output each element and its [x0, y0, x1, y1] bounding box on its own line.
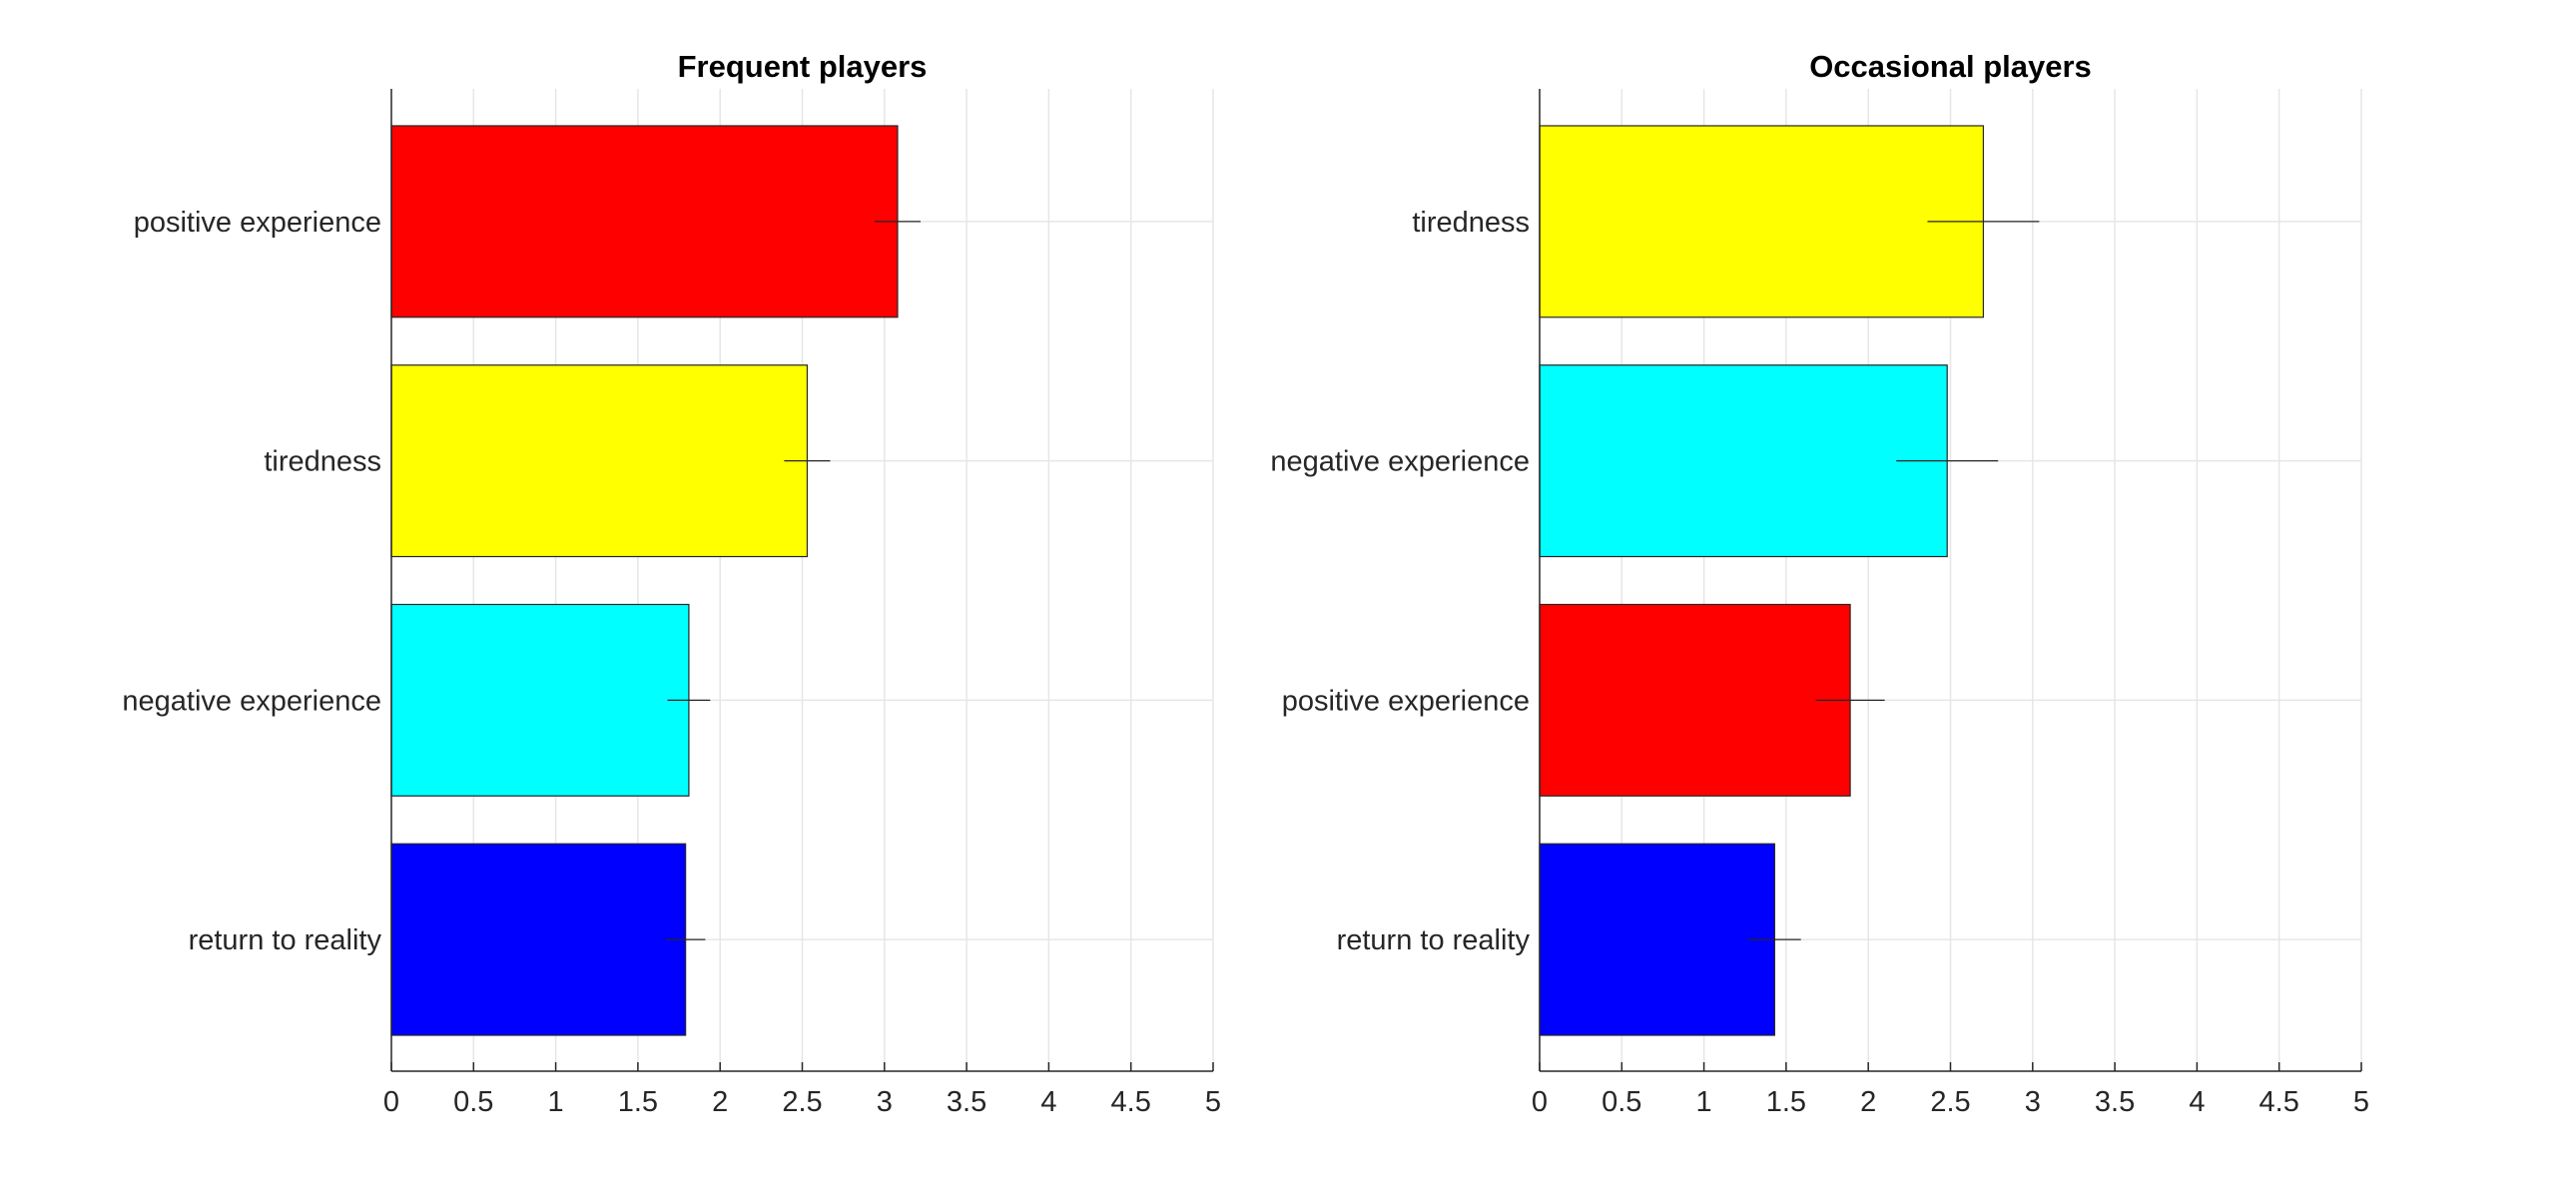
x-tick-label: 3.5 [2095, 1086, 2135, 1118]
x-tick-label: 2.5 [1930, 1086, 1970, 1118]
x-tick-label: 3 [2025, 1086, 2041, 1118]
x-tick-label: 3 [877, 1086, 893, 1118]
bar [1539, 364, 1948, 558]
x-tick-label: 0 [1532, 1086, 1548, 1118]
category-label: tiredness [264, 446, 381, 478]
x-tick-label: 2 [712, 1086, 728, 1118]
bar [390, 843, 687, 1036]
x-tick-label: 2 [1860, 1086, 1876, 1118]
x-tick-label: 4.5 [2259, 1086, 2299, 1118]
category-label: negative experience [122, 685, 381, 717]
panel-title: Occasional players [1809, 49, 2092, 84]
x-tick-label: 3.5 [947, 1086, 986, 1118]
bar [1539, 603, 1851, 797]
x-tick-label: 0.5 [1602, 1086, 1641, 1118]
x-tick-label: 4 [1040, 1086, 1056, 1118]
x-tick-label: 1 [1696, 1086, 1712, 1118]
x-tick-label: 1.5 [618, 1086, 658, 1118]
x-tick-label: 2.5 [782, 1086, 822, 1118]
category-label: tiredness [1412, 207, 1530, 239]
x-tick-label: 1.5 [1766, 1086, 1806, 1118]
x-tick-label: 4.5 [1111, 1086, 1151, 1118]
category-label: return to reality [1337, 924, 1531, 956]
category-label: negative experience [1270, 446, 1530, 478]
x-tick-label: 0 [383, 1086, 399, 1118]
x-tick-label: 0.5 [453, 1086, 493, 1118]
bar [390, 603, 690, 797]
panel-title: Frequent players [678, 49, 928, 84]
bar [1539, 125, 1985, 318]
category-label: return to reality [189, 924, 382, 956]
x-tick-label: 5 [2353, 1086, 2369, 1118]
category-label: positive experience [1282, 685, 1530, 717]
category-label: positive experience [134, 207, 381, 239]
x-tick-label: 5 [1205, 1086, 1221, 1118]
panel-frequent-players: Frequent players positive experience tired… [122, 49, 1221, 1118]
bar [390, 125, 899, 318]
panel-occasional-players: Occasional players tiredness negative expe… [1270, 49, 2369, 1118]
bar [390, 364, 809, 558]
bar [1539, 843, 1775, 1036]
x-tick-label: 4 [2189, 1086, 2205, 1118]
x-tick-label: 1 [548, 1086, 564, 1118]
